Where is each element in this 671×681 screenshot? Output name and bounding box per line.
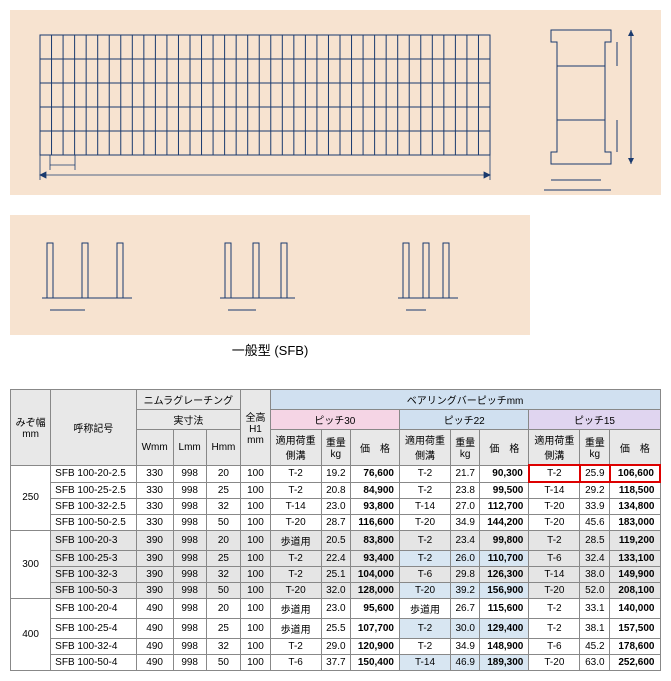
mid-diagram-panel <box>10 215 530 335</box>
hdr-model: 呼称記号 <box>51 390 136 466</box>
table-row: SFB 100-50-339099850100T-2032.0128,000T-… <box>11 583 661 599</box>
grating-side-svg <box>541 20 651 195</box>
table-row: SFB 100-50-449099850100T-637.7150,400T-1… <box>11 655 661 671</box>
table-row: SFB 100-25-449099825100歩道用25.5107,700T-2… <box>11 619 661 639</box>
hdr-grating: ニムラグレーチング <box>136 390 241 410</box>
table-row: SFB 100-25-339099825100T-222.493,400T-22… <box>11 551 661 567</box>
mid-caption: 一般型 (SFB) <box>10 340 530 359</box>
hdr-dims: 実寸法 <box>136 410 241 430</box>
table-row: 250SFB 100-20-2.533099820100T-219.276,60… <box>11 465 661 482</box>
section-30 <box>22 228 172 323</box>
spec-table: みぞ幅mm 呼称記号 ニムラグレーチング 全高H1mm ベアリングバーピッチmm… <box>10 389 661 671</box>
hdr-mizo: みぞ幅mm <box>11 390 51 466</box>
section-15 <box>368 228 518 323</box>
table-row: 300SFB 100-20-339099820100歩道用20.583,800T… <box>11 531 661 551</box>
hdr-bearing: ベアリングバーピッチmm <box>270 390 660 410</box>
table-row: SFB 100-50-2.533099850100T-2028.7116,600… <box>11 515 661 531</box>
table-row: SFB 100-32-449099832100T-229.0120,900T-2… <box>11 639 661 655</box>
table-row: 400SFB 100-20-449099820100歩道用23.095,600歩… <box>11 599 661 619</box>
table-row: SFB 100-25-2.533099825100T-220.884,900T-… <box>11 482 661 499</box>
hdr-p30: ピッチ30 <box>270 410 399 430</box>
grating-plan-svg <box>20 25 520 195</box>
hdr-H1: 全高H1mm <box>241 390 270 466</box>
section-22 <box>195 228 345 323</box>
table-body: 250SFB 100-20-2.533099820100T-219.276,60… <box>11 465 661 671</box>
hdr-p15: ピッチ15 <box>529 410 660 430</box>
top-diagram-panel <box>10 10 661 195</box>
hdr-p22: ピッチ22 <box>400 410 529 430</box>
table-row: SFB 100-32-2.533099832100T-1423.093,800T… <box>11 499 661 515</box>
table-row: SFB 100-32-339099832100T-225.1104,000T-6… <box>11 567 661 583</box>
